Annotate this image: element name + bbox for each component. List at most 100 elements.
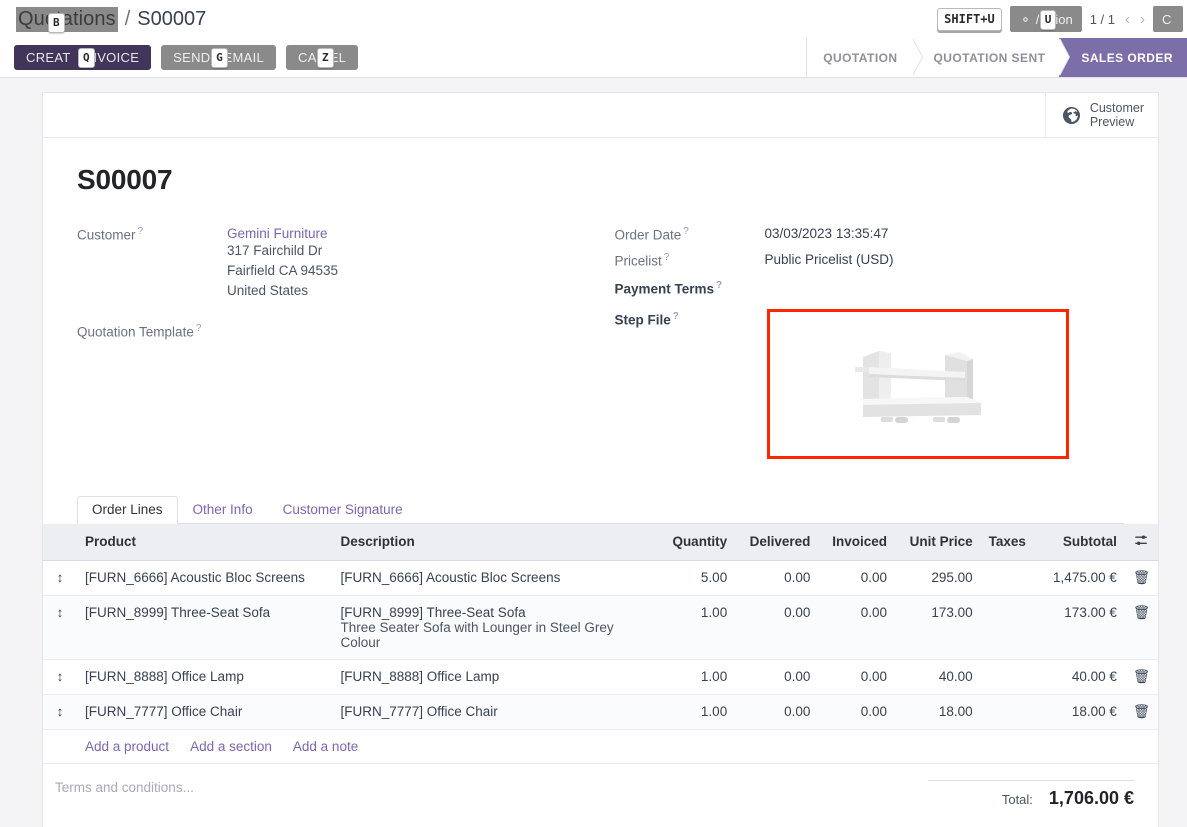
cell-taxes[interactable] [980, 595, 1039, 660]
field-customer-value[interactable]: Gemini Furniture [227, 226, 328, 241]
optional-columns-toggle[interactable] [1124, 523, 1158, 561]
tab-order-lines[interactable]: Order Lines [77, 495, 178, 524]
field-step-file-label: Step File? [615, 311, 765, 328]
cell-delivered[interactable]: 0.00 [735, 560, 819, 596]
delete-row-icon[interactable]: 🗑 [1124, 694, 1158, 730]
cell-subtotal: 1,475.00 € [1038, 560, 1125, 596]
cell-description[interactable]: [FURN_7777] Office Chair [332, 694, 659, 730]
col-delivered[interactable]: Delivered [735, 523, 819, 561]
breadcrumb-item-quotations[interactable]: Quotations B [16, 6, 118, 33]
action-button-row: CREAT Q INVOICE SEND G EMAIL CA Z EL [0, 38, 1187, 77]
table-row[interactable]: ↕ [FURN_8888] Office Lamp [FURN_8888] Of… [43, 659, 1158, 695]
pager-previous-icon[interactable]: ‹ [1125, 10, 1130, 28]
total-value: 1,706.00 € [1048, 787, 1134, 808]
col-taxes[interactable]: Taxes [980, 523, 1039, 561]
col-subtotal[interactable]: Subtotal [1038, 523, 1125, 561]
cell-invoiced[interactable]: 0.00 [818, 694, 896, 730]
notebook-tabs: Order Lines Other Info Customer Signatur… [77, 494, 1124, 524]
cell-unit-price[interactable]: 295.00 [895, 560, 981, 596]
cell-quantity[interactable]: 1.00 [658, 659, 736, 695]
help-tooltip-icon[interactable]: ? [716, 280, 723, 291]
statusbar-stage-quotation-label: QUOTATION [823, 50, 898, 65]
cell-taxes[interactable] [980, 560, 1039, 596]
cancel-button[interactable]: CA Z EL [286, 45, 359, 70]
statusbar-stage-quotation-sent[interactable]: QUOTATION SENT [911, 38, 1071, 77]
cell-unit-price[interactable]: 173.00 [895, 595, 981, 660]
col-quantity[interactable]: Quantity [658, 523, 736, 561]
field-payment-terms-label-text: Payment Terms [614, 281, 715, 297]
cell-quantity[interactable]: 1.00 [658, 694, 736, 730]
field-order-date-value[interactable]: 03/03/2023 13:35:47 [764, 226, 889, 241]
cell-product[interactable]: [FURN_7777] Office Chair [77, 694, 333, 730]
pager-value: 1 / 1 [1089, 11, 1115, 27]
cell-product[interactable]: [FURN_8888] Office Lamp [77, 659, 333, 695]
help-tooltip-icon[interactable]: ? [672, 310, 679, 322]
cell-unit-price[interactable]: 18.00 [895, 694, 981, 730]
gear-icon [1019, 13, 1032, 26]
add-a-product-link[interactable]: Add a product [85, 738, 170, 754]
help-tooltip-icon[interactable]: ? [195, 323, 202, 334]
help-tooltip-icon[interactable]: ? [663, 251, 670, 263]
cell-invoiced[interactable]: 0.00 [818, 659, 896, 695]
delete-row-icon[interactable]: 🗑 [1124, 560, 1158, 596]
cell-taxes[interactable] [980, 659, 1039, 695]
cell-description[interactable]: [FURN_8999] Three-Seat Sofa Three Seater… [332, 595, 659, 660]
field-pricelist-value[interactable]: Public Pricelist (USD) [764, 251, 894, 267]
cell-invoiced[interactable]: 0.00 [818, 595, 896, 660]
cell-quantity[interactable]: 5.00 [658, 560, 736, 596]
tab-order-lines-label: Order Lines [92, 501, 163, 517]
create-invoice-button[interactable]: CREAT Q INVOICE [14, 45, 152, 70]
add-a-note-link[interactable]: Add a note [292, 738, 359, 754]
breadcrumb-parent-label: Quotations [18, 7, 116, 30]
pager-next-icon[interactable]: › [1140, 10, 1145, 28]
cell-delivered[interactable]: 0.00 [735, 694, 819, 730]
cell-description-main: [FURN_8999] Three-Seat Sofa [340, 604, 526, 620]
statusbar-stage-quotation[interactable]: QUOTATION [807, 38, 923, 77]
control-panel-right: SHIFT+U / U ion 1 / 1 ‹ › C [937, 0, 1187, 38]
cell-delivered[interactable]: 0.00 [735, 595, 819, 660]
cell-product[interactable]: [FURN_6666] Acoustic Bloc Screens [77, 560, 333, 596]
cell-quantity[interactable]: 1.00 [658, 595, 736, 660]
field-pricelist-label: Pricelist? [615, 252, 765, 269]
add-a-section-link[interactable]: Add a section [190, 738, 272, 754]
send-by-email-button[interactable]: SEND G EMAIL [161, 45, 277, 70]
terms-and-conditions-input[interactable]: Terms and conditions... [55, 779, 194, 795]
delete-row-icon[interactable]: 🗑 [1124, 659, 1158, 695]
help-tooltip-icon[interactable]: ? [137, 226, 144, 237]
row-drag-handle[interactable]: ↕ [43, 595, 77, 660]
col-product[interactable]: Product [77, 523, 333, 561]
cell-description[interactable]: [FURN_8888] Office Lamp [332, 659, 659, 695]
col-invoiced[interactable]: Invoiced [818, 523, 896, 561]
help-tooltip-icon[interactable]: ? [683, 226, 689, 237]
col-unit-price[interactable]: Unit Price [895, 523, 981, 561]
order-lines-header-row: Product Description Quantity Delivered I… [43, 523, 1158, 561]
clipped-right-button[interactable]: C [1153, 6, 1183, 32]
table-row[interactable]: ↕ [FURN_7777] Office Chair [FURN_7777] O… [43, 694, 1158, 730]
row-drag-handle[interactable]: ↕ [43, 659, 77, 695]
cell-taxes[interactable] [980, 694, 1039, 730]
field-customer-label: Customer? [77, 226, 227, 243]
delete-row-icon[interactable]: 🗑 [1124, 595, 1158, 660]
cell-unit-price[interactable]: 40.00 [895, 659, 981, 695]
hotkey-badge-create-invoice: Q [78, 48, 95, 68]
row-drag-handle[interactable]: ↕ [43, 694, 77, 730]
table-row[interactable]: ↕ [FURN_8999] Three-Seat Sofa [FURN_8999… [43, 595, 1158, 660]
row-drag-handle[interactable]: ↕ [43, 560, 77, 596]
customer-address-line-3: United States [227, 283, 309, 298]
col-description[interactable]: Description [332, 523, 659, 561]
step-file-3d-preview[interactable] [766, 308, 1069, 459]
statusbar-stage-quotation-sent-label: QUOTATION SENT [933, 50, 1046, 65]
tab-other-info[interactable]: Other Info [178, 496, 268, 524]
cell-delivered[interactable]: 0.00 [735, 659, 819, 695]
cell-invoiced[interactable]: 0.00 [818, 560, 896, 596]
action-menu-button[interactable]: / U ion [1009, 6, 1082, 32]
field-order-date-label-text: Order Date [614, 227, 682, 243]
customer-preview-button[interactable]: Customer Preview [1044, 93, 1158, 137]
field-group-right: Order Date? 03/03/2023 13:35:47 Pricelis… [601, 226, 1125, 468]
statusbar-stage-sales-order[interactable]: SALES ORDER [1059, 38, 1187, 77]
cell-description[interactable]: [FURN_6666] Acoustic Bloc Screens [332, 560, 659, 596]
tab-customer-signature[interactable]: Customer Signature [268, 496, 418, 524]
cell-product[interactable]: [FURN_8999] Three-Seat Sofa [77, 595, 333, 660]
table-row[interactable]: ↕ [FURN_6666] Acoustic Bloc Screens [FUR… [43, 560, 1158, 596]
field-group-left: Customer? Gemini Furniture 317 Fairchild… [77, 226, 601, 468]
